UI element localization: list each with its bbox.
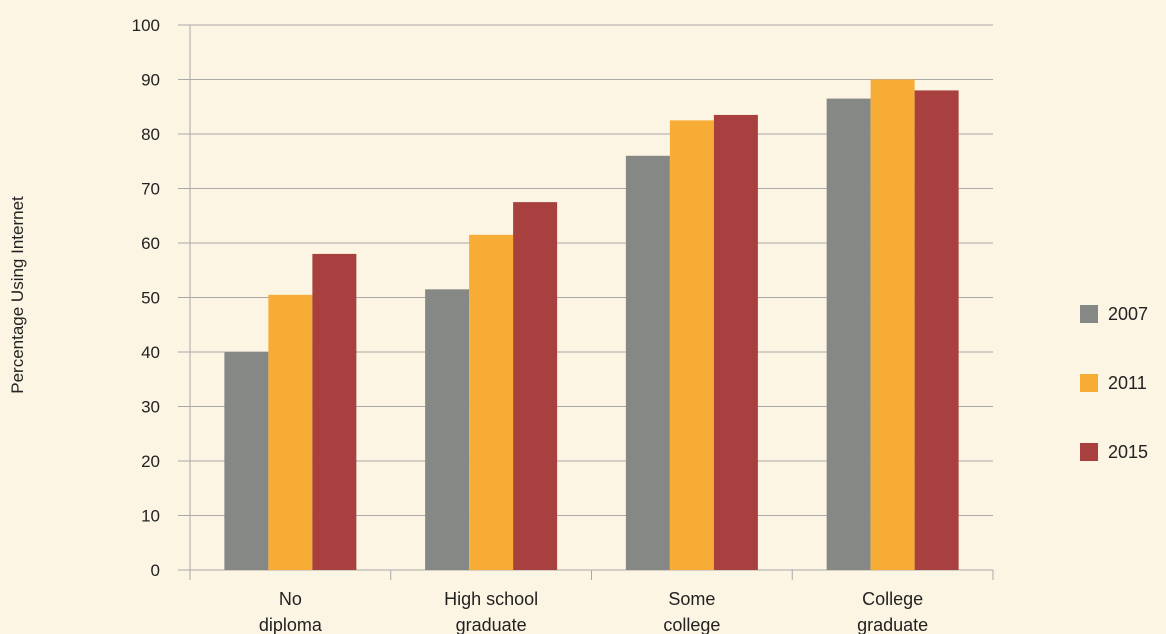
legend-label-2007: 2007 (1108, 303, 1149, 324)
bar-2007-1 (425, 289, 470, 570)
legend-item-2007: 2007 (1080, 302, 1148, 326)
legend-item-2015: 2015 (1080, 440, 1148, 464)
legend-label-2015: 2015 (1108, 441, 1149, 462)
y-tick-label-30: 30 (141, 398, 160, 417)
bar-2011-0 (268, 294, 313, 570)
y-tick-label-90: 90 (141, 71, 160, 90)
bar-2007-3 (826, 98, 871, 570)
legend-item-2011: 2011 (1080, 371, 1148, 395)
legend-swatch-2015 (1080, 443, 1098, 461)
legend-swatch-2011 (1080, 374, 1098, 392)
x-tick-label-0: No diploma (259, 589, 323, 634)
bar-2015-1 (513, 202, 558, 570)
x-tick-label-2: Some college (663, 589, 720, 634)
y-tick-label-80: 80 (141, 125, 160, 144)
bar-2011-1 (469, 234, 514, 570)
y-tick-label-0: 0 (151, 561, 160, 580)
legend-label-2011: 2011 (1108, 372, 1147, 393)
bar-2015-0 (312, 253, 357, 570)
legend: 2007 2011 2015 (1080, 302, 1148, 509)
y-tick-label-40: 40 (141, 343, 160, 362)
bar-2011-3 (870, 79, 915, 570)
y-tick-label-60: 60 (141, 234, 160, 253)
y-tick-label-70: 70 (141, 180, 160, 199)
bar-2015-3 (914, 90, 959, 571)
y-axis-label: Percentage Using Internet (8, 196, 27, 394)
y-tick-label-10: 10 (141, 507, 160, 526)
bar-2011-2 (669, 120, 714, 570)
y-tick-label-20: 20 (141, 452, 160, 471)
bar-2007-2 (625, 155, 670, 571)
y-tick-label-100: 100 (132, 16, 160, 35)
y-tick-label-50: 50 (141, 289, 160, 308)
x-tick-label-3: College graduate (857, 589, 928, 634)
legend-swatch-2007 (1080, 305, 1098, 323)
x-tick-label-1: High school graduate (444, 589, 538, 634)
bar-2007-0 (224, 352, 269, 570)
bar-2015-2 (713, 114, 758, 571)
